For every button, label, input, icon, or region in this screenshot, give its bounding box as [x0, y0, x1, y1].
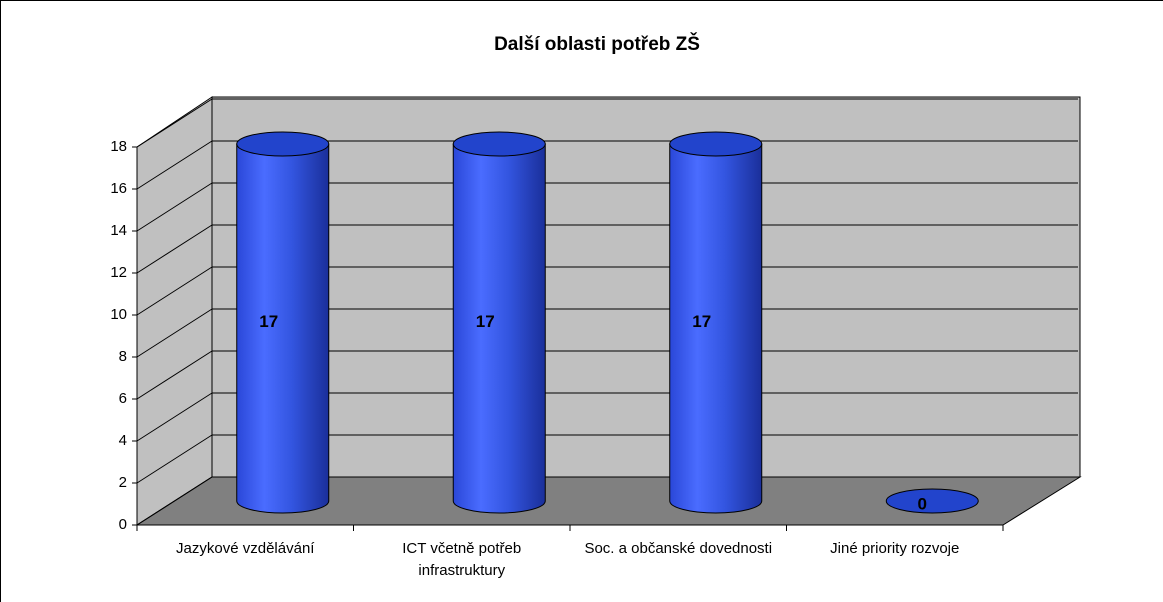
y-tick-label: 8	[119, 348, 127, 365]
x-tick-label: Jiné priority rozvoje	[830, 540, 960, 557]
y-tick-label: 0	[119, 516, 127, 533]
grid-line	[136, 392, 213, 442]
back-wall	[211, 96, 1081, 478]
grid-line	[136, 308, 213, 358]
bar-part	[452, 131, 546, 157]
bar	[669, 131, 763, 514]
x-tick-label: Jazykové vzdělávání	[176, 540, 315, 557]
y-tick-label: 16	[110, 180, 127, 197]
grid-line	[136, 434, 213, 484]
grid-line	[136, 476, 213, 526]
side-wall	[136, 96, 213, 526]
bar-part	[669, 143, 763, 514]
bar-part	[452, 143, 546, 514]
data-label: 17	[259, 312, 278, 331]
grid-line	[136, 350, 213, 400]
chart-title: Další oblasti potřeb ZŠ	[494, 33, 700, 55]
grid-line	[136, 182, 213, 232]
data-label: 17	[476, 312, 495, 331]
y-tick-label: 4	[119, 432, 127, 449]
x-tick-label: Soc. a občanské dovednosti	[584, 540, 773, 557]
y-tick-label: 14	[110, 222, 127, 239]
y-tick-label: 2	[119, 474, 127, 491]
grid-line	[136, 98, 213, 148]
grid-line	[136, 266, 213, 316]
y-tick-label: 10	[110, 306, 127, 323]
data-label: 0	[918, 494, 927, 513]
y-tick-label: 18	[110, 138, 127, 155]
x-tick-label: ICT včetně potřeb infrastruktury	[402, 540, 522, 579]
y-tick-label: 12	[110, 264, 127, 281]
bar	[236, 131, 330, 514]
bar-part	[236, 143, 330, 514]
bar-part	[669, 131, 763, 157]
y-tick-label: 6	[119, 390, 127, 407]
data-label: 17	[692, 312, 711, 331]
grid-line	[136, 140, 213, 190]
bar	[452, 131, 546, 514]
grid-line	[136, 224, 213, 274]
bar-part	[236, 131, 330, 157]
bar-part	[885, 488, 979, 514]
bar	[885, 488, 979, 514]
